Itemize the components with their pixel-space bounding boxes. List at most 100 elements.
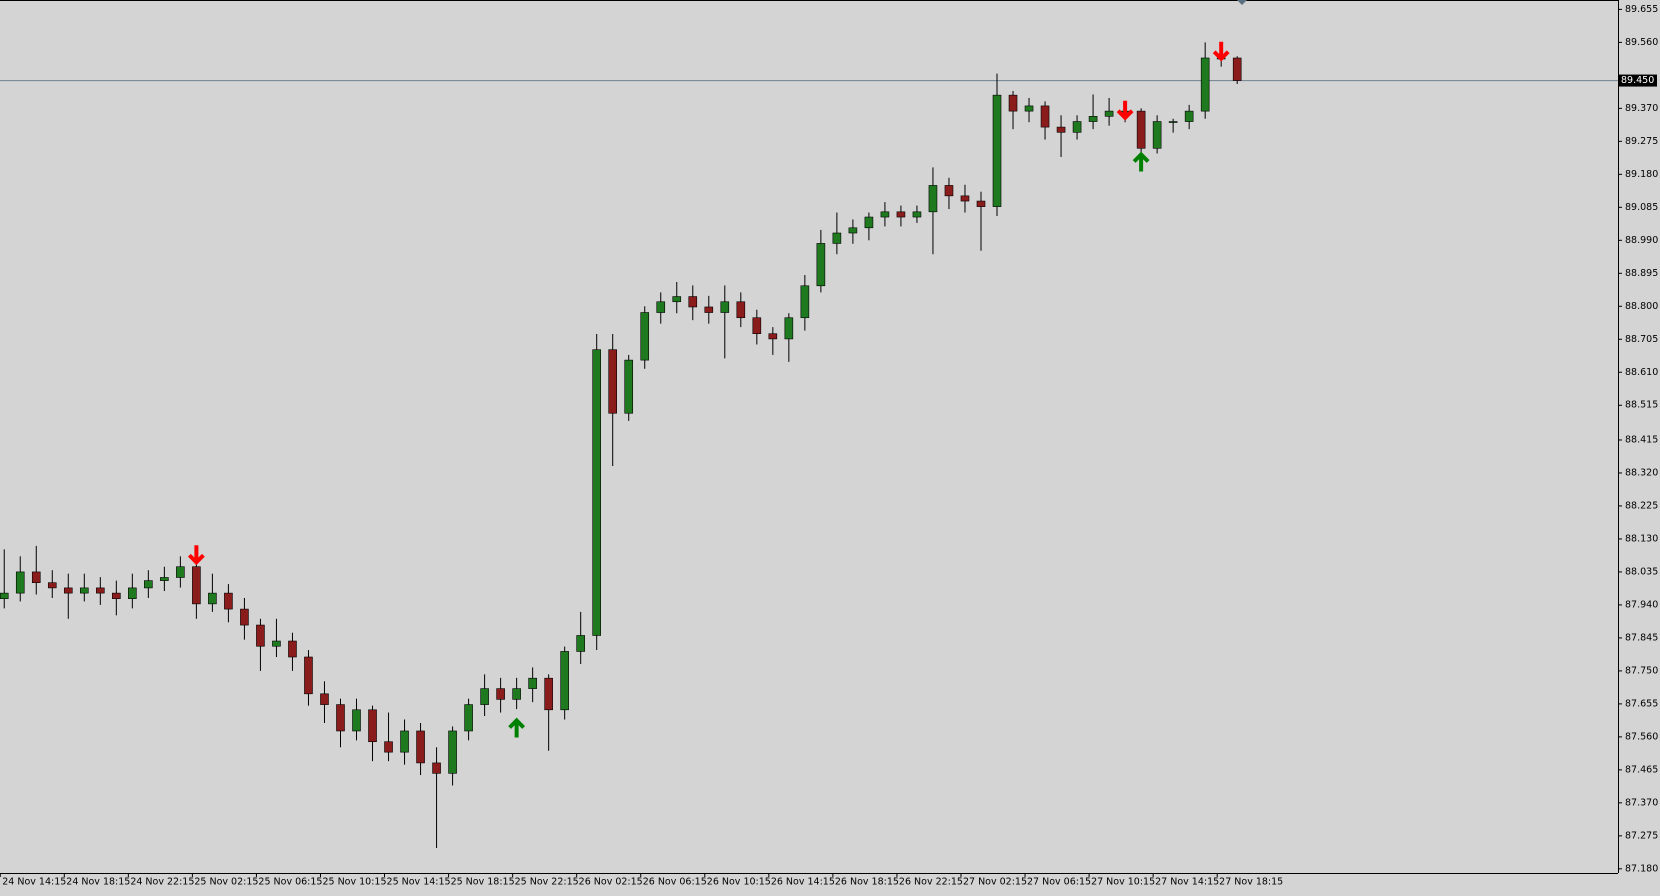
y-tick-label: 89.655 [1625,4,1658,15]
candle-body [544,677,553,711]
x-tick-label: 26 Nov 18:15 [835,877,899,888]
x-tick-label: 25 Nov 10:15 [322,877,386,888]
x-tick-label: 27 Nov 02:15 [963,877,1027,888]
candle-body [960,195,970,202]
candle-body [816,243,826,287]
candle-body [224,592,233,610]
candle-body [800,285,810,319]
candle-body [1056,126,1066,133]
candle-body [192,566,201,605]
x-tick-label: 27 Nov 06:15 [1027,877,1091,888]
y-tick-label: 89.275 [1625,136,1658,147]
candle-body [1024,105,1034,112]
candle-body [432,762,441,774]
candle-body [1184,110,1194,122]
candle-body [672,296,682,303]
candle-body [560,651,569,711]
y-tick-label: 87.275 [1625,830,1658,841]
candle-body [992,94,1002,207]
candle-body [928,185,938,213]
candle-body [464,704,473,732]
candle-body [79,587,89,594]
x-tick-label: 26 Nov 14:15 [771,877,835,888]
candle-body [880,211,890,218]
candle-body [512,688,521,700]
candle-body [1072,121,1082,133]
candle-body [288,640,297,658]
x-tick-label: 24 Nov 22:15 [130,877,194,888]
candle-body [1040,105,1050,128]
y-tick-label: 87.465 [1625,764,1658,775]
candle-body [480,688,489,705]
y-tick-label: 88.800 [1625,301,1658,312]
x-tick-label: 25 Nov 18:15 [451,877,515,888]
y-tick-label: 88.610 [1625,367,1658,378]
buy-arrow [508,717,526,738]
candle-body [1232,57,1242,81]
y-tick-label: 89.560 [1625,37,1658,48]
y-tick-label: 89.180 [1625,169,1658,180]
candle-body [1168,121,1178,123]
candle-body [608,349,618,414]
x-tick-label: 27 Nov 18:15 [1219,877,1283,888]
candle-body [304,656,313,695]
candle-body [576,635,585,652]
x-tick-label: 25 Nov 02:15 [194,877,258,888]
candle-body [944,185,954,197]
y-tick-label: 88.515 [1625,400,1658,411]
candle-body [0,592,9,599]
y-tick-label: 88.705 [1625,334,1658,345]
y-tick-label: 87.940 [1625,599,1658,610]
y-tick-label: 88.895 [1625,268,1658,279]
x-tick-label: 27 Nov 10:15 [1091,877,1155,888]
candle-body [240,608,249,626]
candle-body [752,317,762,335]
candle-body [448,730,457,774]
candle-body [656,301,666,313]
candle-body [112,592,121,599]
x-tick-label: 24 Nov 18:15 [66,877,130,888]
y-tick-label: 87.180 [1625,863,1658,874]
sell-arrow [187,545,205,566]
chart-shift-marker [1237,0,1247,5]
x-tick-label: 26 Nov 10:15 [707,877,771,888]
candle-body [912,211,922,218]
current-price-label: 89.450 [1621,75,1654,86]
sell-arrow [1212,41,1230,62]
candle-body [336,704,345,732]
candle-body [47,582,57,589]
y-tick-label: 88.130 [1625,533,1658,544]
y-tick-label: 89.085 [1625,202,1658,213]
x-tick-label: 26 Nov 22:15 [899,877,963,888]
candle-body [640,312,650,361]
candle-body [976,200,986,207]
candle-body [400,730,409,753]
y-tick-label: 88.035 [1625,566,1658,577]
candle-body [864,216,874,229]
candle-body [832,232,842,244]
x-tick-label: 26 Nov 06:15 [643,877,707,888]
candle-body [720,301,730,313]
candle-body [144,580,153,589]
x-tick-label: 24 Nov 14:15 [2,877,66,888]
candle-body [416,730,425,764]
candle-body [1200,57,1210,112]
candle-body [320,693,329,705]
candle-body [160,577,169,581]
y-tick-label: 87.655 [1625,698,1658,709]
y-tick-label: 88.415 [1625,434,1658,445]
candle-body [592,349,601,636]
x-tick-label: 25 Nov 14:15 [387,877,451,888]
candle-body [1088,116,1098,122]
candle-body [256,624,265,647]
x-tick-label: 25 Nov 22:15 [515,877,579,888]
candle-body [272,640,281,647]
y-tick-label: 87.845 [1625,632,1658,643]
candle-body [384,741,393,753]
candle-body [176,566,185,578]
x-tick-label: 27 Nov 14:15 [1155,877,1219,888]
buy-arrow [1132,151,1150,172]
